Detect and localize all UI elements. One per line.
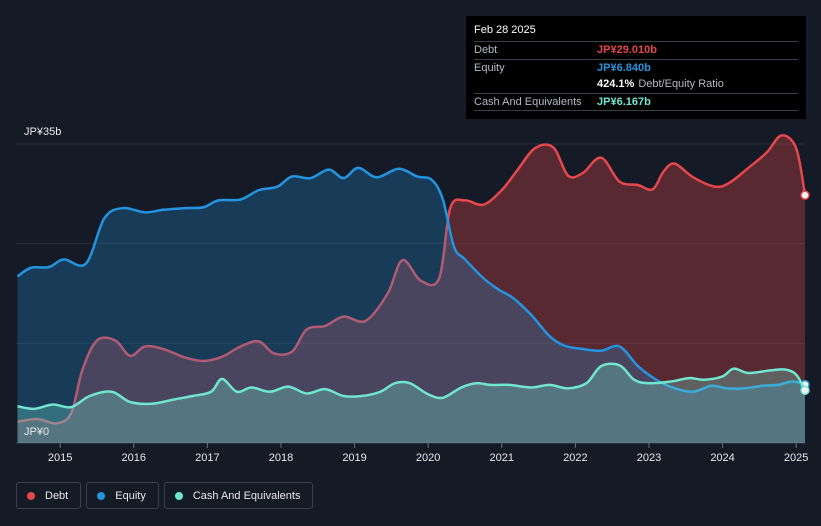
debt-area — [17, 135, 806, 443]
tooltip-date: Feb 28 2025 — [474, 24, 536, 36]
series-layer — [16, 134, 810, 443]
legend-cash-label: Cash And Equivalents — [192, 489, 301, 502]
tooltip-ratio-row: 424.1% Debt/Equity Ratio — [474, 76, 798, 93]
grid-layer — [16, 143, 805, 444]
tooltip-equity-label: Equity — [474, 61, 505, 74]
legend-item-debt[interactable]: Debt — [16, 482, 82, 509]
equity-line — [16, 166, 806, 394]
tooltip-debt-value: JP¥29.010b — [597, 44, 657, 56]
tooltip-cash-row: Cash And Equivalents JP¥6.167b — [474, 92, 798, 111]
x-axis: 2015 2016 2017 2018 2019 2020 2021 2022 2023 2024… — [48, 443, 808, 464]
tooltip-ratio-value: 424.1% — [597, 78, 635, 90]
x-tick-label: 2024 — [710, 452, 734, 464]
debt-line — [17, 134, 807, 425]
x-tick-label: 2020 — [416, 452, 440, 464]
chart-legend: Debt Equity Cash And Equivalents — [16, 482, 314, 509]
x-tick-label: 2015 — [48, 452, 72, 464]
tooltip-equity-row: Equity JP¥6.840b — [474, 58, 798, 77]
y-axis-min-label: JP¥0 — [24, 426, 49, 438]
x-tick-label: 2016 — [122, 452, 146, 464]
tooltip-debt-label: Debt — [474, 44, 498, 56]
x-tick-label: 2025 — [784, 452, 808, 464]
equity-area — [17, 167, 806, 443]
tooltip-equity-value: JP¥6.840b — [597, 61, 651, 74]
equity-dot-icon — [97, 491, 106, 500]
debt-end-point — [800, 190, 810, 200]
legend-equity-label: Equity — [115, 489, 146, 502]
x-tick-label: 2017 — [195, 452, 219, 464]
cash-dot-icon — [174, 491, 183, 500]
tooltip-cash-label: Cash And Equivalents — [474, 95, 582, 108]
x-tick-label: 2021 — [490, 452, 514, 464]
y-axis-max-label: JP¥35b — [24, 126, 61, 138]
hover-tooltip: Feb 28 2025 Debt JP¥29.010b Equity JP¥6.… — [466, 16, 806, 119]
tooltip-ratio-label: Debt/Equity Ratio — [638, 78, 724, 90]
x-tick-label: 2019 — [342, 452, 366, 464]
x-tick-label: 2022 — [563, 452, 587, 464]
tooltip-cash-value: JP¥6.167b — [597, 95, 651, 108]
legend-item-cash[interactable]: Cash And Equivalents — [163, 482, 314, 509]
cash-area — [17, 363, 806, 443]
tooltip-debt-row: Debt JP¥29.010b — [474, 41, 798, 59]
x-tick-label: 2018 — [269, 452, 293, 464]
cash-end-point — [800, 385, 810, 396]
x-tick-label: 2023 — [637, 452, 661, 464]
cash-line — [17, 362, 807, 411]
debt-dot-icon — [27, 491, 35, 500]
legend-item-equity[interactable]: Equity — [86, 482, 159, 509]
legend-debt-label: Debt — [45, 489, 69, 502]
